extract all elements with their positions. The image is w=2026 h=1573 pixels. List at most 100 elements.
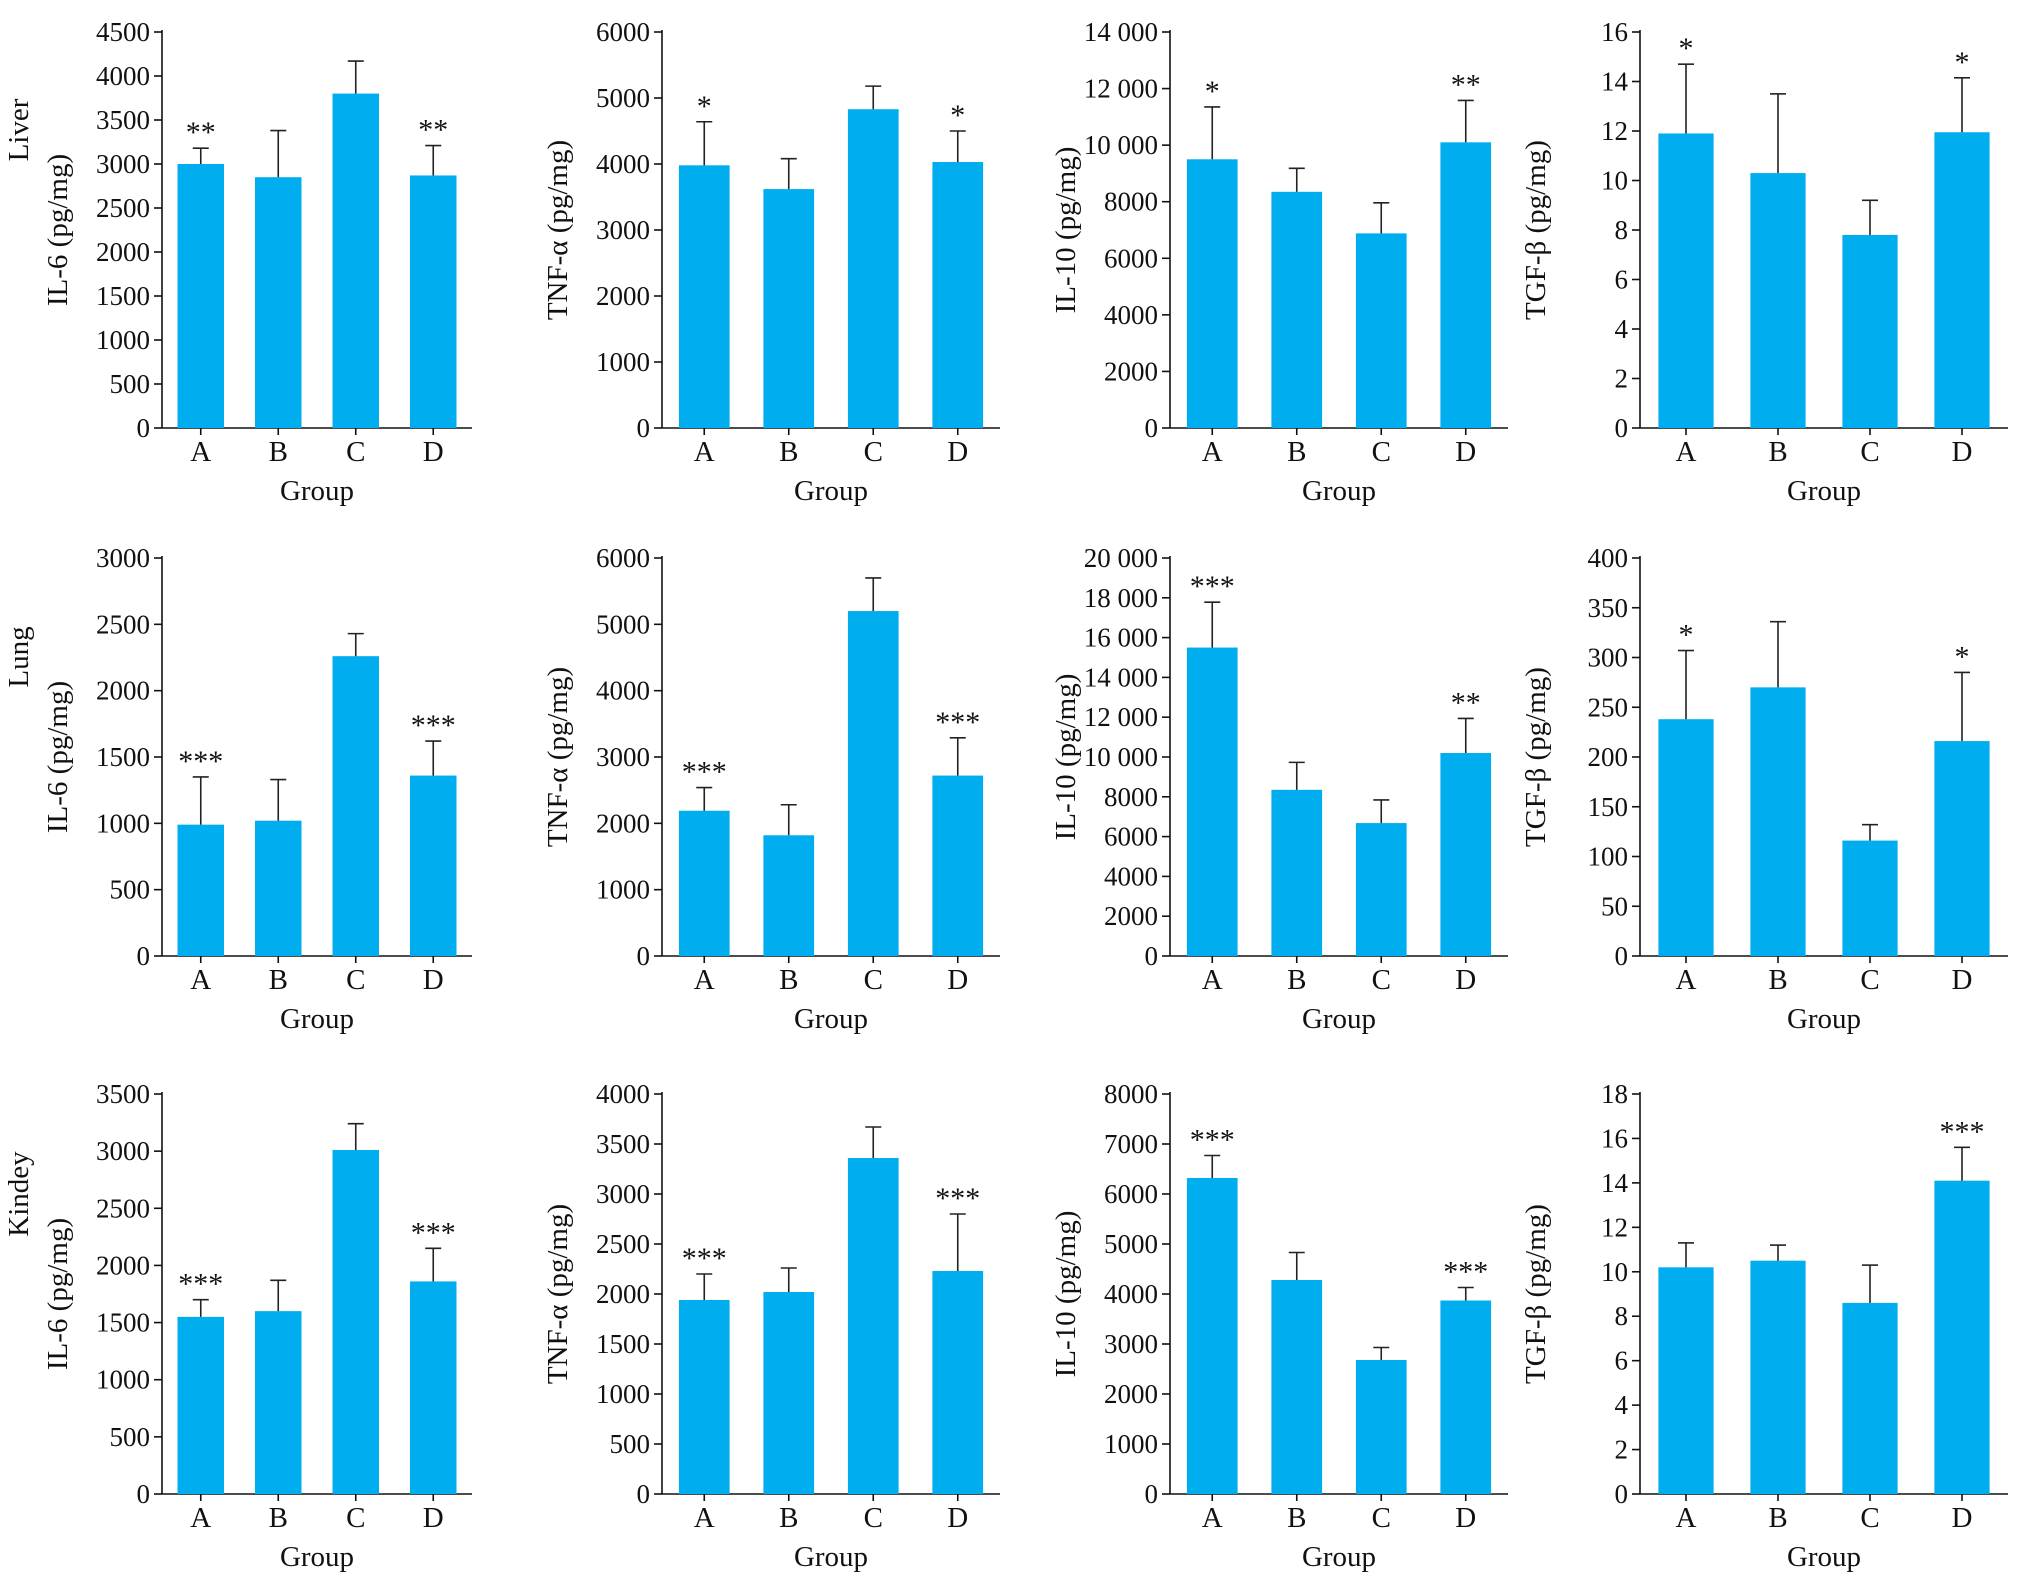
significance-marker: ***	[935, 1182, 980, 1215]
y-tick-label: 1000	[96, 325, 150, 355]
bar-A	[678, 810, 730, 956]
y-tick-label: 4000	[596, 1079, 650, 1109]
x-axis-label: Group	[1302, 475, 1376, 507]
y-tick-label: 12 000	[1084, 702, 1158, 732]
significance-marker: ***	[178, 1268, 223, 1301]
x-tick-label: C	[1372, 436, 1391, 468]
x-axis-label: Group	[794, 475, 868, 507]
bar-A	[1658, 133, 1714, 428]
y-tick-label: 1000	[1104, 1429, 1158, 1459]
y-tick-label: 4	[1615, 1390, 1629, 1420]
y-axis-label: IL-6 (pg/mg)	[42, 154, 74, 306]
x-tick-label: D	[1952, 436, 1973, 468]
y-tick-label: 200	[1588, 742, 1629, 772]
y-tick-label: 4000	[596, 149, 650, 179]
y-axis-label: TNF-α (pg/mg)	[542, 140, 574, 320]
bar-D	[410, 175, 457, 428]
chart-panel-8: 0 50 100 150 200 250 300 350 400 * A B C * D Group TGF-β…	[1520, 543, 2008, 1035]
y-axis-label: TNF-α (pg/mg)	[542, 1204, 574, 1384]
y-tick-label: 16	[1601, 17, 1628, 47]
bar-D	[932, 162, 984, 428]
y-tick-label: 1500	[596, 1329, 650, 1359]
y-tick-label: 5000	[1104, 1229, 1158, 1259]
y-tick-label: 3000	[596, 215, 650, 245]
y-tick-label: 2000	[1104, 901, 1158, 931]
bar-C	[847, 109, 899, 428]
x-tick-label: D	[947, 436, 968, 468]
row-label: Kindey	[3, 1151, 35, 1237]
significance-marker: *	[1205, 75, 1220, 108]
bar-D	[932, 775, 984, 956]
y-tick-label: 0	[1145, 941, 1159, 971]
y-tick-label: 1500	[96, 281, 150, 311]
y-tick-label: 20 000	[1084, 543, 1158, 573]
bar-C	[1355, 823, 1407, 956]
y-tick-label: 10	[1601, 166, 1628, 196]
y-tick-label: 8000	[1104, 187, 1158, 217]
y-tick-label: 150	[1588, 792, 1629, 822]
y-tick-label: 6000	[1104, 1179, 1158, 1209]
y-tick-label: 0	[1615, 941, 1629, 971]
chart-panel-1: 0 500 1000 1500 2000 2500 3000 3500 4000 4500 ** A B…	[3, 17, 472, 507]
significance-marker: ***	[411, 709, 456, 742]
y-tick-label: 1000	[596, 875, 650, 905]
bar-B	[255, 177, 302, 428]
bar-D	[1934, 132, 1990, 429]
bar-A	[678, 1300, 730, 1494]
bar-C	[1842, 234, 1898, 428]
significance-marker: *	[1955, 46, 1970, 79]
x-tick-label: C	[346, 436, 365, 468]
x-tick-label: D	[1952, 964, 1973, 996]
x-tick-label: A	[694, 964, 715, 996]
bar-D	[1934, 1180, 1990, 1494]
y-tick-label: 14	[1601, 1168, 1629, 1198]
y-tick-label: 16 000	[1084, 623, 1158, 653]
significance-marker: ***	[178, 745, 223, 778]
significance-marker: ***	[1190, 570, 1235, 603]
x-tick-label: A	[190, 1502, 211, 1534]
x-tick-label: C	[1372, 964, 1391, 996]
y-tick-label: 2500	[96, 193, 150, 223]
significance-marker: *	[697, 90, 712, 123]
x-tick-label: C	[864, 436, 883, 468]
y-tick-label: 2	[1615, 364, 1629, 394]
y-tick-label: 1000	[96, 1365, 150, 1395]
y-tick-label: 10	[1601, 1257, 1628, 1287]
significance-marker: ***	[935, 706, 980, 739]
x-tick-label: B	[1287, 436, 1306, 468]
bar-C	[1842, 840, 1898, 956]
y-tick-label: 3500	[96, 1079, 150, 1109]
bar-B	[1271, 789, 1323, 956]
y-tick-label: 0	[1145, 1479, 1159, 1509]
y-tick-label: 0	[637, 941, 651, 971]
bar-D	[932, 1271, 984, 1494]
y-tick-label: 2	[1615, 1435, 1629, 1465]
x-tick-label: B	[779, 1502, 798, 1534]
x-tick-label: A	[190, 964, 211, 996]
bar-A	[1186, 647, 1238, 956]
y-tick-label: 18	[1601, 1079, 1628, 1109]
chart-panel-7: 0 2000 4000 6000 8000 10 000 12 000 14 000 16 00…	[1050, 543, 1508, 1035]
y-tick-label: 4	[1615, 314, 1629, 344]
y-tick-label: 400	[1588, 543, 1629, 573]
y-tick-label: 0	[637, 413, 651, 443]
y-tick-label: 3500	[596, 1129, 650, 1159]
x-tick-label: A	[1676, 964, 1697, 996]
y-tick-label: 2500	[596, 1229, 650, 1259]
y-tick-label: 0	[1145, 413, 1159, 443]
chart-panel-4: 0 2 4 6 8 10 12 14 16 * A B C * D Group TGF-β (pg/mg)	[1520, 17, 2008, 507]
y-tick-label: 14 000	[1084, 662, 1158, 692]
y-tick-label: 12	[1601, 1212, 1628, 1242]
y-tick-label: 2500	[96, 609, 150, 639]
bar-D	[1440, 142, 1492, 429]
y-tick-label: 6	[1615, 1346, 1629, 1376]
y-tick-label: 1500	[96, 742, 150, 772]
y-tick-label: 3000	[96, 543, 150, 573]
x-tick-label: D	[423, 1502, 444, 1534]
bar-C	[332, 93, 379, 428]
x-tick-label: C	[864, 964, 883, 996]
x-tick-label: B	[269, 1502, 288, 1534]
y-axis-label: IL-10 (pg/mg)	[1050, 1211, 1082, 1378]
x-axis-label: Group	[1787, 475, 1861, 507]
y-tick-label: 8000	[1104, 1079, 1158, 1109]
